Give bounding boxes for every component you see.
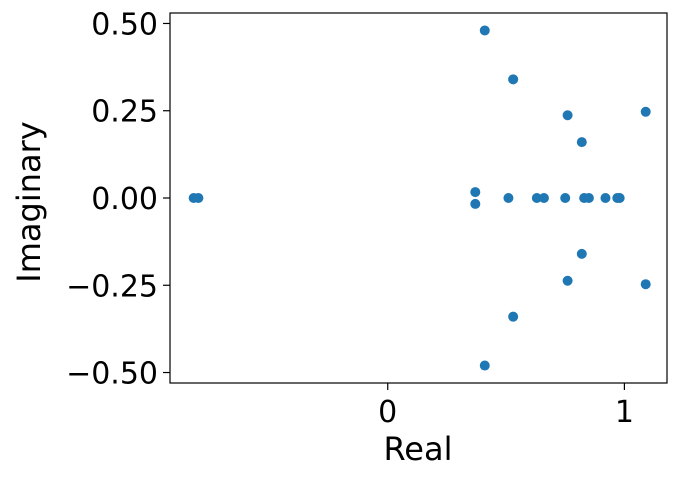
data-point xyxy=(503,193,514,203)
data-point xyxy=(508,74,519,85)
data-point xyxy=(562,110,573,121)
data-point xyxy=(614,193,625,203)
y-tick-label: 0.25 xyxy=(91,95,158,130)
data-point xyxy=(576,137,587,148)
data-point xyxy=(479,25,490,36)
y-axis-label: Imaginary xyxy=(10,121,48,282)
data-point xyxy=(538,193,549,203)
data-point xyxy=(508,311,519,322)
x-tick-label: 1 xyxy=(615,395,634,430)
data-point xyxy=(576,248,587,259)
data-point xyxy=(470,187,481,198)
data-point xyxy=(193,193,204,203)
data-point xyxy=(640,279,651,290)
y-tick-label: 0.00 xyxy=(91,182,158,217)
data-point xyxy=(562,275,573,286)
data-point xyxy=(479,360,490,371)
data-point xyxy=(531,193,542,203)
data-point xyxy=(560,193,571,203)
y-axis-ticks: 0.50 0.25 0.00 −0.25 −0.50 xyxy=(66,7,170,392)
x-tick-label: 0 xyxy=(378,395,397,430)
data-point xyxy=(583,193,594,203)
y-tick-label: −0.25 xyxy=(66,269,158,304)
data-point xyxy=(470,198,481,209)
y-tick-label: −0.50 xyxy=(66,357,158,392)
data-points xyxy=(188,25,651,371)
data-point xyxy=(600,193,611,203)
y-tick-label: 0.50 xyxy=(91,7,158,42)
x-axis-label: Real xyxy=(384,430,453,468)
data-point xyxy=(640,106,651,117)
